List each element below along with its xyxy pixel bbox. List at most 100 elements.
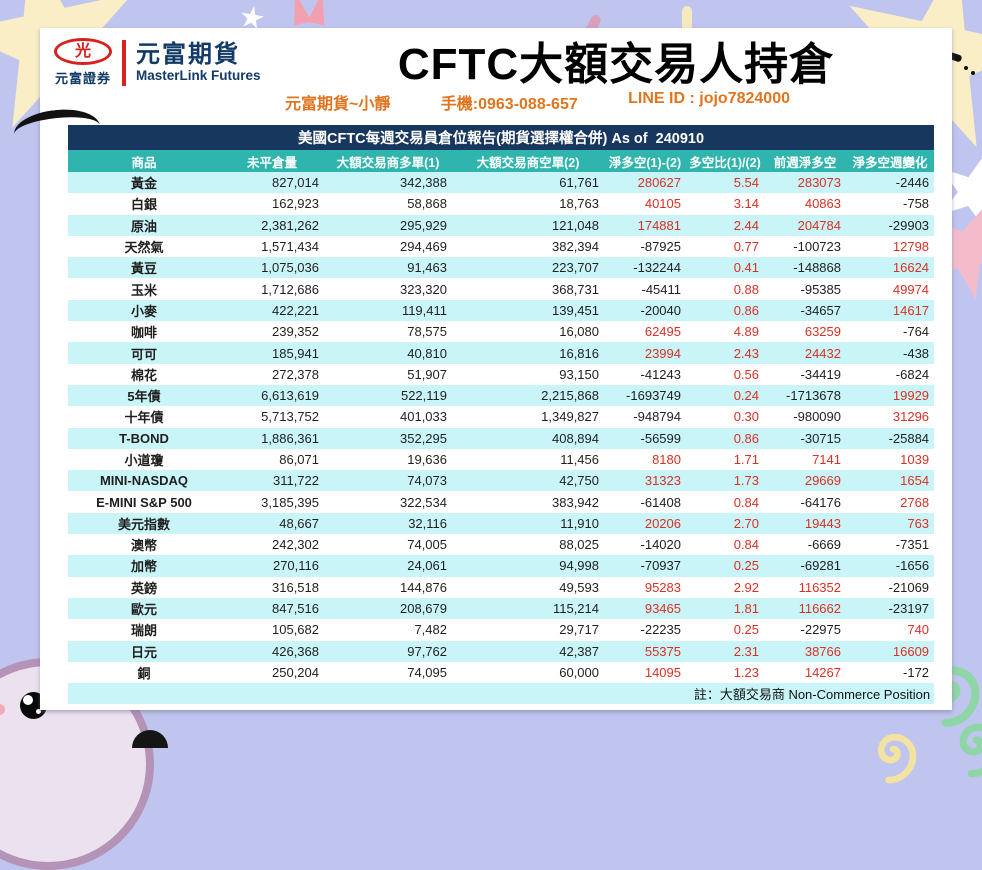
table-row: 銅 250,204 74,095 60,000 14095 1.23 14267 -172 <box>68 662 934 683</box>
weekly-change: 49974 <box>892 281 930 297</box>
open-interest: 272,378 <box>272 366 319 382</box>
prev-week-net: -30715 <box>764 427 846 449</box>
table-footnote: 註：大額交易商 Non-Commerce Position <box>68 683 935 705</box>
table-row: 小麥 422,221 119,411 139,451 -20040 0.86 -34657 1… <box>68 299 935 322</box>
net-position: -22235 <box>640 622 681 638</box>
col-header-commodity: 商品 <box>68 150 220 172</box>
prev-week-net: 40863 <box>804 196 841 212</box>
large-trader-long: 522,119 <box>324 384 452 407</box>
net-position: 55375 <box>604 640 686 662</box>
brand-name-en: MasterLink Futures <box>136 68 261 84</box>
large-trader-long: 19,636 <box>407 452 447 467</box>
commodity-name: 棉花 <box>130 367 157 383</box>
large-trader-short: 11,456 <box>560 452 599 467</box>
large-trader-long: 352,295 <box>324 427 452 449</box>
net-position: -41243 <box>640 366 681 382</box>
net-position: 280627 <box>604 172 686 194</box>
long-short-ratio: 2.92 <box>733 579 759 595</box>
prev-week-net: -980090 <box>793 409 841 425</box>
long-short-ratio: 0.86 <box>686 427 764 449</box>
page-title: CFTC大額交易人持倉 <box>397 40 835 89</box>
net-position: -56599 <box>604 427 686 449</box>
weekly-change: -21069 <box>888 579 930 595</box>
large-trader-short: 2,215,868 <box>452 384 604 407</box>
open-interest: 239,352 <box>272 324 319 340</box>
brand-name-zh: 元富期貨 <box>136 40 240 68</box>
net-position: -132244 <box>604 257 686 279</box>
net-position: -1693749 <box>604 384 686 407</box>
large-trader-short: 93,150 <box>559 366 599 382</box>
large-trader-long: 97,762 <box>324 640 452 662</box>
weekly-change: -29903 <box>846 214 935 236</box>
net-position: -45411 <box>641 281 681 297</box>
open-interest: 250,204 <box>272 664 319 680</box>
prev-week-net: -34657 <box>764 299 846 322</box>
commodity-name: 黃豆 <box>68 257 220 279</box>
commodity-name: 美元指數 <box>68 512 220 535</box>
prev-week-net: 283073 <box>764 172 846 194</box>
table-row: 5年債 6,613,619 522,119 2,215,868 -1693749 0.24… <box>68 384 935 407</box>
long-short-ratio: 3.14 <box>733 196 759 212</box>
commodity-name: 原油 <box>68 214 220 236</box>
prev-week-net: 63259 <box>804 324 841 340</box>
prev-week-net: 116662 <box>764 597 846 620</box>
commodity-name: 白銀 <box>130 197 157 213</box>
net-position: 40105 <box>644 196 681 212</box>
net-position: 62495 <box>644 324 681 340</box>
weekly-change: 19929 <box>846 384 935 407</box>
commodity-name: 可可 <box>68 342 220 364</box>
long-short-ratio: 0.24 <box>686 384 764 407</box>
col-header-weekly-change: 淨多空週變化 <box>846 150 935 172</box>
weekly-change: 31296 <box>892 409 930 425</box>
large-trader-long: 144,876 <box>400 579 447 595</box>
open-interest: 86,071 <box>279 452 319 467</box>
table-row: 白銀 162,923 58,868 18,763 40105 3.14 40863 -758 <box>68 193 934 214</box>
long-short-ratio: 1.81 <box>686 597 764 620</box>
weekly-change: 16624 <box>846 257 935 279</box>
table-row: 棉花 272,378 51,907 93,150 -41243 0.56 -34419 -68… <box>68 364 934 385</box>
prev-week-net: 116352 <box>798 579 841 595</box>
net-position: 93465 <box>604 597 686 620</box>
large-trader-short: 29,717 <box>559 622 599 638</box>
open-interest: 185,941 <box>220 342 324 364</box>
doodle-dots-icon <box>964 66 968 70</box>
large-trader-short: 16,816 <box>452 342 604 364</box>
weekly-change: 1039 <box>900 452 930 467</box>
cartoon-cheek-icon <box>0 704 5 715</box>
long-short-ratio: 1.23 <box>733 664 759 680</box>
prev-week-net: 24432 <box>764 342 846 364</box>
open-interest: 316,518 <box>272 579 319 595</box>
large-trader-long: 32,116 <box>324 512 452 535</box>
open-interest: 270,116 <box>220 555 324 577</box>
table-row: 原油 2,381,262 295,929 121,048 174881 2.44 20478… <box>68 214 935 236</box>
weekly-change: -7351 <box>895 537 930 553</box>
table-row: 歐元 847,516 208,679 115,214 93465 1.81 116662 -2… <box>68 597 935 620</box>
prev-week-net: 29669 <box>764 470 846 492</box>
open-interest: 105,682 <box>272 622 319 638</box>
long-short-ratio: 0.30 <box>733 409 759 425</box>
weekly-change: -6824 <box>895 366 930 382</box>
large-trader-short: 382,394 <box>552 239 599 255</box>
open-interest: 2,381,262 <box>220 214 324 236</box>
weekly-change: -172 <box>903 664 930 680</box>
prev-week-net: -69281 <box>764 555 846 577</box>
open-interest: 5,713,752 <box>261 409 319 425</box>
open-interest: 1,712,686 <box>261 281 319 297</box>
prev-week-net: 14267 <box>804 664 841 680</box>
large-trader-short: 223,707 <box>452 257 604 279</box>
commodity-name: 天然氣 <box>124 240 164 256</box>
prev-week-net: -64176 <box>800 494 841 510</box>
table-footnote-row: 註：大額交易商 Non-Commerce Position <box>68 683 935 705</box>
weekly-change: -1656 <box>846 555 935 577</box>
decoration-shape <box>682 6 692 42</box>
large-trader-short: 18,763 <box>559 196 599 212</box>
weekly-change: 14617 <box>846 299 935 322</box>
large-trader-short: 368,731 <box>552 281 599 297</box>
large-trader-long: 323,320 <box>400 281 447 297</box>
table-row: 玉米 1,712,686 323,320 368,731 -45411 0.88 -9538… <box>68 278 934 299</box>
large-trader-short: 1,349,827 <box>541 409 599 425</box>
table-row: 黃豆 1,075,036 91,463 223,707 -132244 0.41 -1488… <box>68 257 935 279</box>
table-row: 加幣 270,116 24,061 94,998 -70937 0.25 -69281 -16… <box>68 555 935 577</box>
large-trader-short: 408,894 <box>452 427 604 449</box>
large-trader-short: 94,998 <box>452 555 604 577</box>
